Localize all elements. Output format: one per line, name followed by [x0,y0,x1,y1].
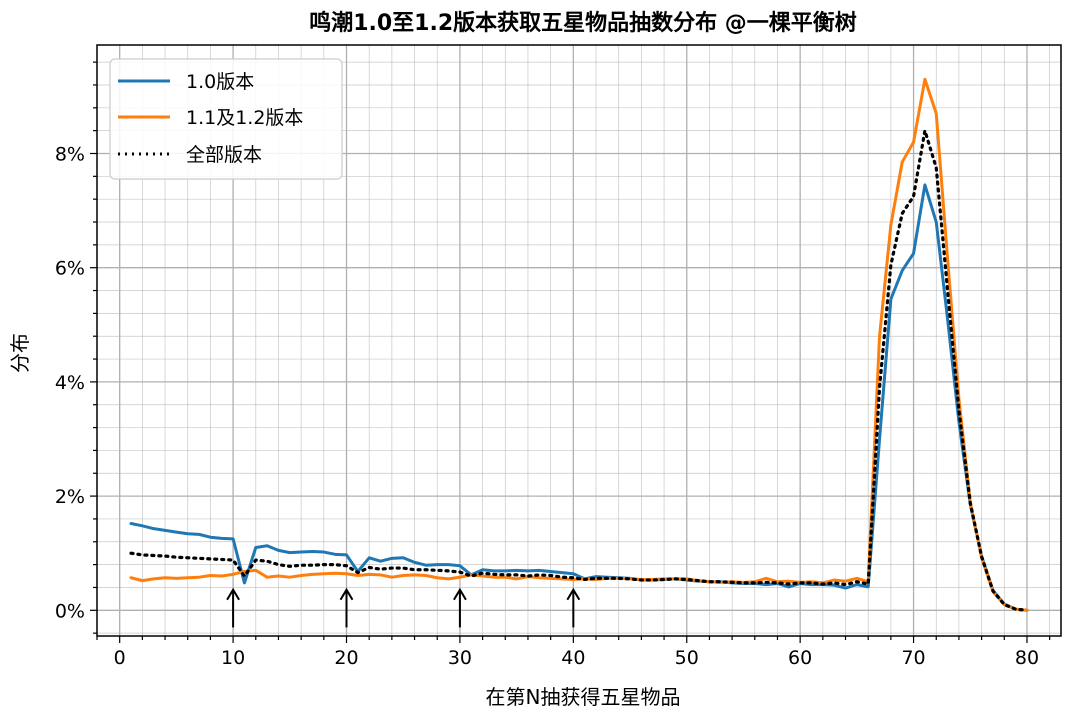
y-tick-label: 4% [55,372,85,394]
series-line-1-0 [129,183,1029,612]
legend-box [109,58,343,180]
x-tick-label: 50 [675,647,699,669]
series-layer [129,77,1029,612]
x-tick-label: 70 [901,647,925,669]
annotations-layer [226,587,581,628]
x-tick-label: 0 [114,647,126,669]
legend-label-all: 全部版本 [186,144,262,166]
y-tick-label: 0% [55,600,85,622]
legend-label-1-0: 1.0版本 [186,71,254,93]
x-tick-label: 20 [334,647,358,669]
y-tick-label: 6% [55,258,85,280]
x-tick-label: 30 [448,647,472,669]
plot-frame [96,44,1062,637]
y-axis-label: 分布 [8,333,32,373]
x-tick-label: 60 [788,647,812,669]
annotation-arrow-head [453,587,467,601]
annotation-arrow-head [226,587,240,601]
y-tick-label: 2% [55,486,85,508]
series-line-all [129,129,1029,612]
x-tick-label: 40 [561,647,585,669]
annotation-arrow-head [566,587,581,601]
x-tick-label: 10 [221,647,245,669]
chart-title: 鸣潮1.0至1.2版本获取五星物品抽数分布 @一棵平衡树 [309,10,857,36]
x-axis-label: 在第N抽获得五星物品 [486,685,681,709]
legend-label-1-1-1-2: 1.1及1.2版本 [186,107,303,129]
axes: 0 10 20 30 40 50 60 70 80 0% 2% 4% 6% 8% [55,61,1051,669]
y-tick-label: 8% [55,143,85,165]
annotation-arrow-head [339,587,354,601]
legend: 1.0版本 1.1及1.2版本 全部版本 [109,58,343,180]
x-tick-label: 80 [1015,647,1039,669]
